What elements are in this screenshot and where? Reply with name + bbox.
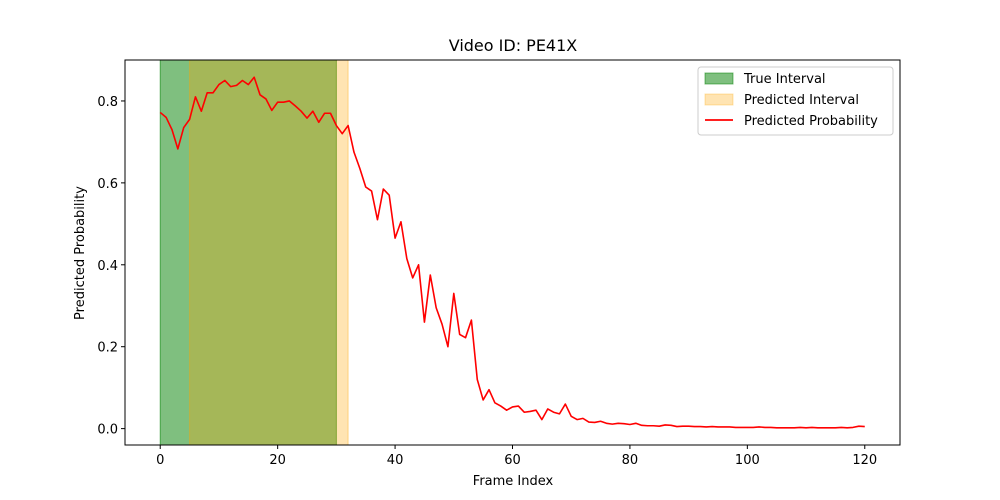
y-tick-label: 0.4 — [97, 259, 118, 274]
legend-label-predicted-interval: Predicted Interval — [744, 93, 859, 108]
chart-title: Video ID: PE41X — [449, 36, 578, 55]
interval-spans — [159, 59, 349, 446]
legend: True Interval Predicted Interval Predict… — [697, 66, 894, 136]
x-tick-label: 20 — [269, 453, 286, 468]
x-tick-label: 0 — [156, 453, 164, 468]
y-tick-label: 0.8 — [97, 95, 118, 110]
series-line-predicted-probability — [159, 76, 865, 429]
legend-label-predicted-probability: Predicted Probability — [744, 114, 878, 129]
predicted-interval-span — [189, 59, 349, 446]
legend-swatch-predicted-interval — [704, 93, 734, 106]
y-axis-ticks: 0.0 0.2 0.4 0.6 0.8 — [97, 95, 125, 438]
x-axis-ticks: 0 20 40 60 80 100 120 — [156, 445, 877, 468]
y-axis-title: Predicted Probability — [73, 186, 88, 320]
legend-label-true-interval: True Interval — [743, 72, 826, 87]
x-axis-title: Frame Index — [473, 474, 554, 489]
x-tick-label: 80 — [622, 453, 639, 468]
true-interval-span — [159, 59, 337, 446]
x-tick-label: 40 — [387, 453, 404, 468]
y-tick-label: 0.6 — [97, 177, 118, 192]
x-tick-label: 120 — [852, 453, 877, 468]
legend-box — [697, 66, 894, 136]
legend-swatch-true-interval — [704, 72, 734, 85]
y-tick-label: 0.2 — [97, 341, 118, 356]
series-group — [159, 76, 865, 429]
x-tick-label: 60 — [504, 453, 521, 468]
x-tick-label: 100 — [735, 453, 760, 468]
y-tick-label: 0.0 — [97, 423, 118, 438]
